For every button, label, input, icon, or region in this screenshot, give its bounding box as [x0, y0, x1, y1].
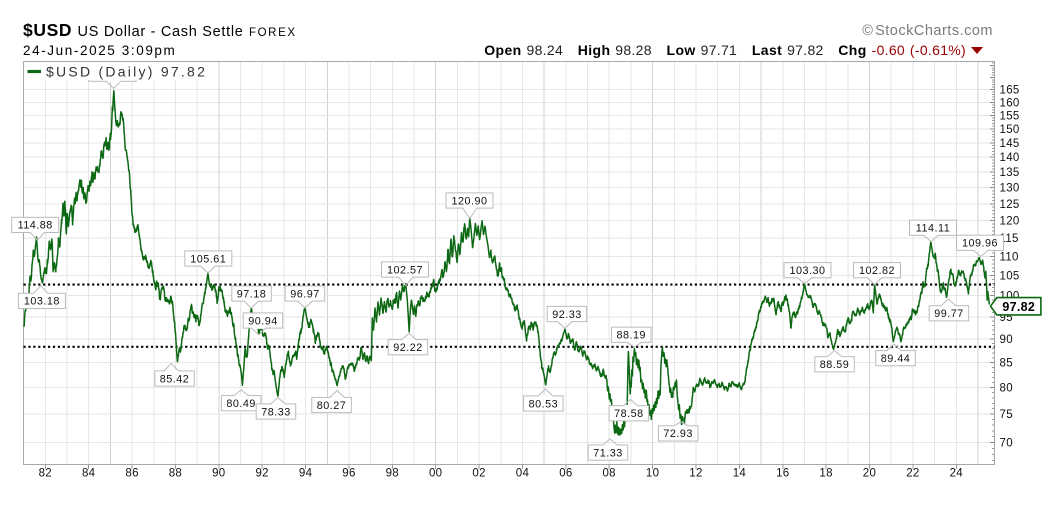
svg-text:103.18: 103.18	[24, 296, 60, 308]
svg-text:120: 120	[1000, 216, 1020, 228]
svg-text:80.27: 80.27	[317, 400, 347, 412]
svg-text:114.11: 114.11	[916, 223, 950, 235]
svg-text:00: 00	[429, 468, 442, 480]
svg-text:98: 98	[386, 468, 399, 480]
svg-text:04: 04	[516, 468, 530, 480]
svg-text:140: 140	[1000, 152, 1020, 164]
svg-text:102.82: 102.82	[859, 265, 895, 277]
svg-text:84: 84	[82, 468, 96, 480]
svg-text:114.88: 114.88	[18, 220, 53, 232]
svg-text:88.19: 88.19	[617, 330, 647, 342]
svg-text:90: 90	[212, 468, 225, 480]
svg-text:130: 130	[1000, 183, 1020, 195]
svg-text:85.42: 85.42	[160, 373, 190, 385]
svg-text:96.97: 96.97	[290, 288, 320, 300]
svg-text:105: 105	[1000, 271, 1020, 283]
svg-text:102.57: 102.57	[387, 264, 423, 276]
svg-text:92: 92	[255, 468, 268, 480]
svg-text:16: 16	[776, 468, 789, 480]
svg-text:96: 96	[342, 468, 355, 480]
svg-text:02: 02	[472, 468, 485, 480]
svg-text:105.61: 105.61	[190, 253, 226, 265]
svg-text:94: 94	[299, 468, 313, 480]
svg-text:75: 75	[1000, 409, 1013, 421]
svg-text:14: 14	[733, 468, 747, 480]
svg-text:70: 70	[1000, 438, 1013, 450]
svg-text:125: 125	[1000, 199, 1020, 211]
svg-text:80: 80	[1000, 383, 1013, 395]
svg-text:78.58: 78.58	[614, 408, 644, 420]
svg-text:92.22: 92.22	[393, 342, 423, 354]
svg-text:90.94: 90.94	[248, 315, 278, 327]
svg-text:110: 110	[1000, 252, 1019, 264]
svg-text:20: 20	[863, 468, 876, 480]
svg-text:78.33: 78.33	[261, 406, 291, 418]
svg-text:103.30: 103.30	[789, 265, 825, 277]
svg-text:72.93: 72.93	[663, 428, 693, 440]
svg-text:165: 165	[1000, 85, 1020, 97]
svg-text:135: 135	[1000, 167, 1020, 179]
svg-text:155: 155	[1000, 110, 1020, 122]
svg-text:24: 24	[950, 468, 964, 480]
svg-text:85: 85	[1000, 358, 1013, 370]
svg-text:97.18: 97.18	[237, 288, 267, 300]
svg-text:80.53: 80.53	[529, 398, 559, 410]
svg-text:06: 06	[559, 468, 572, 480]
svg-text:120.90: 120.90	[451, 195, 487, 207]
svg-text:80.49: 80.49	[226, 398, 256, 410]
svg-text:97.82: 97.82	[1002, 300, 1035, 314]
svg-text:88.59: 88.59	[820, 359, 850, 371]
svg-text:145: 145	[1000, 138, 1020, 150]
svg-text:08: 08	[602, 468, 615, 480]
svg-text:89.44: 89.44	[881, 353, 911, 365]
svg-text:99.77: 99.77	[934, 308, 964, 320]
svg-text:92.33: 92.33	[552, 309, 582, 321]
svg-text:10: 10	[646, 468, 659, 480]
svg-text:82: 82	[39, 468, 52, 480]
svg-text:160: 160	[1000, 97, 1020, 109]
svg-text:18: 18	[819, 468, 832, 480]
svg-text:109.96: 109.96	[962, 238, 998, 250]
svg-text:88: 88	[169, 468, 182, 480]
svg-text:86: 86	[125, 468, 138, 480]
svg-text:150: 150	[1000, 124, 1020, 136]
svg-text:12: 12	[689, 468, 702, 480]
svg-text:115: 115	[1000, 233, 1019, 245]
svg-text:71.33: 71.33	[593, 447, 623, 459]
svg-text:$USD (Daily) 97.82: $USD (Daily) 97.82	[46, 64, 207, 80]
svg-text:90: 90	[1000, 334, 1013, 346]
svg-text:22: 22	[906, 468, 919, 480]
